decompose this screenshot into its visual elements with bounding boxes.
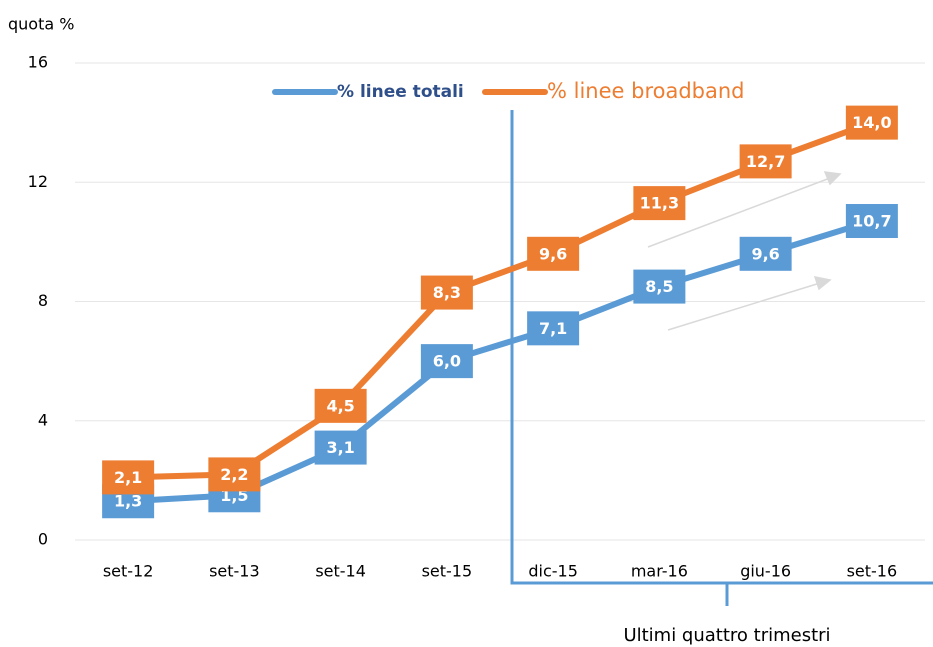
data-label: 9,6 [751, 244, 779, 263]
data-label-box [845, 204, 898, 239]
arrow [647, 177, 831, 248]
data-label-box [845, 105, 898, 140]
arrow-head [823, 171, 842, 186]
data-label: 6,0 [433, 352, 461, 371]
arrow-head [813, 276, 832, 291]
y-tick-label: 0 [38, 530, 48, 549]
data-label-box [527, 236, 580, 271]
annotation: Ultimi quattro trimestri [623, 625, 830, 646]
x-tick-label: giu-16 [740, 562, 791, 581]
x-tick-label: set-12 [103, 562, 154, 581]
data-label-box [102, 460, 155, 495]
data-label: 1,3 [114, 492, 142, 511]
x-tick-label: set-15 [422, 562, 473, 581]
data-label: 3,1 [326, 438, 354, 457]
data-label: 9,6 [539, 244, 567, 263]
x-tick-label: set-14 [315, 562, 366, 581]
x-tick-label: set-13 [209, 562, 260, 581]
y-tick-label: 8 [38, 291, 48, 310]
x-tick-label: dic-15 [528, 562, 578, 581]
data-label-box [527, 311, 580, 346]
arrow [667, 282, 821, 331]
data-label-box [208, 457, 261, 492]
data-label: 7,1 [539, 319, 567, 338]
data-label: 10,7 [852, 212, 891, 231]
data-label: 8,3 [433, 283, 461, 302]
data-label-box [314, 388, 367, 423]
data-label: 8,5 [645, 277, 673, 296]
data-label-box [633, 186, 686, 221]
trend-arrows [647, 171, 842, 331]
data-label: 11,3 [640, 194, 679, 213]
data-label-box [314, 430, 367, 465]
y-tick-label: 4 [38, 410, 48, 429]
legend-label: % linee broadband [547, 79, 745, 103]
data-label: 12,7 [746, 152, 785, 171]
data-label: 2,1 [114, 468, 142, 487]
data-label-box [739, 236, 792, 271]
y-tick-label: 16 [28, 53, 48, 72]
data-label: 2,2 [220, 465, 248, 484]
bracket [510, 110, 933, 606]
data-label: 14,0 [852, 113, 891, 132]
data-label-box [739, 144, 792, 179]
data-label-box [633, 269, 686, 304]
x-tick-label: set-16 [847, 562, 898, 581]
data-label-box [420, 275, 473, 310]
data-label: 4,5 [326, 396, 354, 415]
x-tick-label: mar-16 [631, 562, 688, 581]
data-label-box [420, 344, 473, 379]
legend-label: % linee totali [337, 82, 464, 102]
y-tick-label: 12 [28, 172, 48, 191]
y-axis-label: quota % [8, 15, 74, 34]
